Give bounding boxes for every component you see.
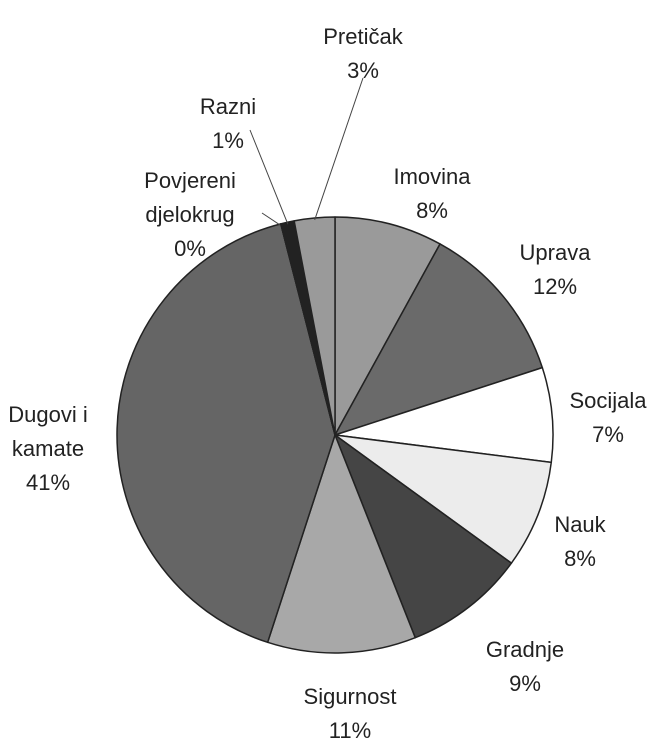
category-name: Razni bbox=[199, 94, 257, 119]
category-name: Nauk bbox=[554, 512, 606, 537]
pie-slice bbox=[334, 434, 553, 564]
slice-label: Povjereni djelokrug 0% bbox=[125, 164, 255, 266]
chart bbox=[116, 77, 554, 654]
value-label: 3% bbox=[347, 58, 379, 83]
value-label: 1% bbox=[212, 128, 244, 153]
slice-label: Gradnje 9% bbox=[460, 633, 590, 701]
pie-slice bbox=[334, 216, 441, 436]
value-label: 8% bbox=[416, 198, 448, 223]
category-name: Povjereni djelokrug bbox=[144, 168, 236, 227]
category-name: Dugovi i kamate bbox=[8, 402, 88, 461]
pie-slice bbox=[293, 216, 336, 436]
slice-label: Uprava 12% bbox=[490, 236, 620, 304]
leader-line bbox=[314, 77, 364, 221]
pie-slice bbox=[334, 434, 513, 639]
slice-label: Dugovi i kamate 41% bbox=[0, 398, 98, 500]
category-name: Gradnje bbox=[485, 637, 565, 662]
value-label: 9% bbox=[509, 671, 541, 696]
category-name: Socijala bbox=[569, 388, 647, 413]
category-name: Pretičak bbox=[323, 24, 403, 49]
slice-label: Nauk 8% bbox=[515, 508, 645, 576]
value-label: 0% bbox=[174, 236, 206, 261]
slice-label: Sigurnost 11% bbox=[285, 680, 415, 748]
category-name: Imovina bbox=[393, 164, 471, 189]
pie-slice bbox=[116, 223, 336, 644]
pie-slice bbox=[266, 434, 417, 654]
value-label: 12% bbox=[532, 274, 578, 299]
value-label: 11% bbox=[328, 718, 372, 743]
page: Imovina 8% Uprava 12% Socijala 7% Nauk 8% Gradnj… bbox=[0, 20, 661, 743]
pie-slice bbox=[334, 243, 544, 436]
slice-label: Socijala 7% bbox=[543, 384, 661, 452]
value-label: 41% bbox=[25, 470, 71, 495]
leader-line bbox=[249, 129, 289, 225]
category-name: Sigurnost bbox=[303, 684, 397, 709]
slice-label: Imovina 8% bbox=[367, 160, 497, 228]
value-label: 8% bbox=[564, 546, 596, 571]
leader-line bbox=[261, 212, 282, 227]
category-name: Uprava bbox=[519, 240, 591, 265]
slice-label: Razni 1% bbox=[163, 90, 293, 158]
value-label: 7% bbox=[592, 422, 624, 447]
slice-label: Pretičak 3% bbox=[298, 20, 428, 88]
